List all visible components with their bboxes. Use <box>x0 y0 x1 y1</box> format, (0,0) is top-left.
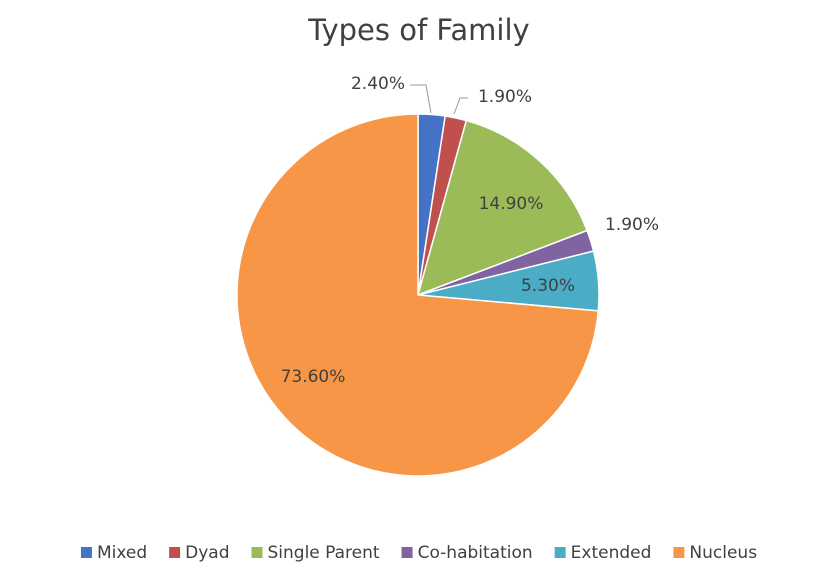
chart-title: Types of Family <box>307 13 529 47</box>
data-label: 2.40% <box>351 74 405 94</box>
pie-slice <box>236 113 600 477</box>
pie-slice <box>416 119 589 297</box>
legend-label: Extended <box>571 543 652 563</box>
legend-swatch <box>554 547 566 558</box>
data-label: 14.90% <box>479 194 544 214</box>
legend-swatch <box>80 547 92 558</box>
legend-swatch <box>673 547 685 558</box>
legend-swatch <box>401 547 413 558</box>
data-label: 5.30% <box>521 276 575 296</box>
leader-line <box>453 97 468 115</box>
legend-swatch <box>251 547 263 558</box>
legend-label: Single Parent <box>267 543 379 563</box>
legend-label: Co-habitation <box>418 543 533 563</box>
data-label: 73.60% <box>281 367 346 387</box>
data-label: 1.90% <box>605 215 659 235</box>
leader-line <box>410 84 432 114</box>
legend-label: Dyad <box>185 543 229 563</box>
legend-swatch <box>169 547 181 558</box>
data-label: 1.90% <box>478 87 532 107</box>
legend-label: Nucleus <box>689 543 757 563</box>
legend-label: Mixed <box>97 543 147 563</box>
